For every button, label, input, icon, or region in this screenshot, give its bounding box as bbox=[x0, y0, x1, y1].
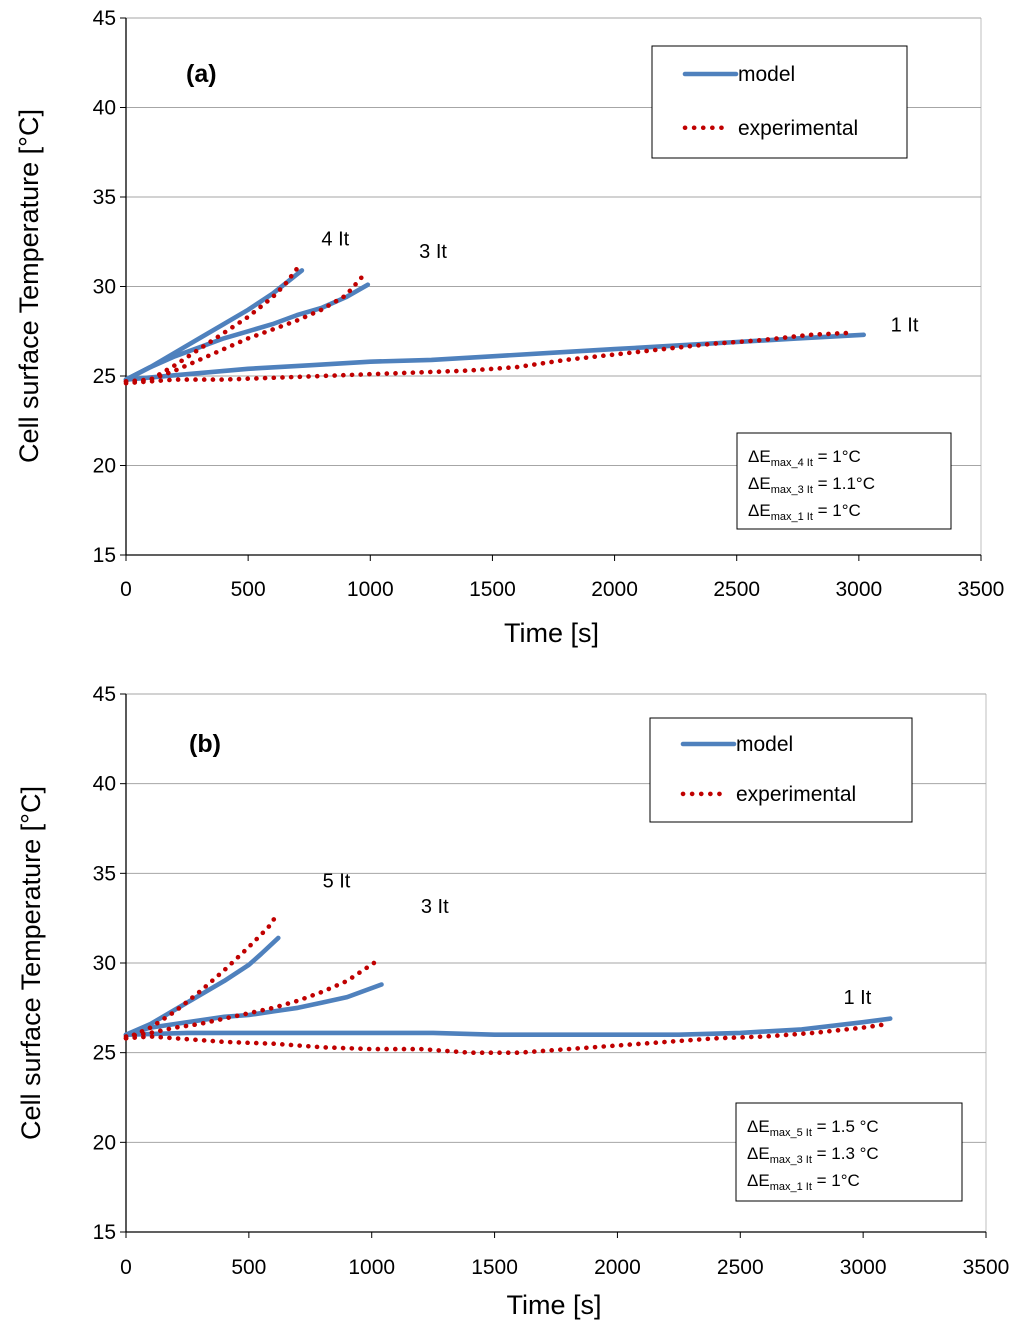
x-tick-label: 2500 bbox=[717, 1256, 764, 1279]
x-tick-label: 500 bbox=[231, 578, 266, 601]
x-tick-label: 3000 bbox=[840, 1256, 887, 1279]
error-line: ΔEmax_1 It = 1°C bbox=[748, 501, 861, 523]
panel-label: (b) bbox=[189, 730, 221, 758]
error-prefix: ΔE bbox=[748, 447, 771, 466]
series-model-1it bbox=[123, 332, 867, 382]
error-value: = 1.1°C bbox=[813, 474, 875, 493]
error-subscript: max_3 It bbox=[771, 484, 813, 496]
x-tick-label: 2000 bbox=[591, 578, 638, 601]
y-tick-label: 25 bbox=[93, 1042, 116, 1065]
curve-label: 3 It bbox=[419, 241, 447, 263]
y-axis-title: Cell surface Temperature [°C] bbox=[16, 786, 46, 1140]
error-subscript: max_1 It bbox=[770, 1181, 812, 1193]
error-box-frame bbox=[736, 432, 952, 530]
error-line: ΔEmax_3 It = 1.3 °C bbox=[747, 1144, 879, 1166]
series-model-3it bbox=[123, 982, 384, 1037]
error-value: = 1°C bbox=[813, 447, 861, 466]
x-tick-label: 3000 bbox=[835, 578, 882, 601]
x-tick-label: 2000 bbox=[594, 1256, 641, 1279]
y-axis-title: Cell surface Temperature [°C] bbox=[14, 109, 44, 463]
curve-label: 1 It bbox=[843, 987, 871, 1009]
x-tick-label: 1000 bbox=[348, 1256, 395, 1279]
error-value: = 1°C bbox=[813, 501, 861, 520]
chart-panel-a: 15 20 25 30 35 40 45 0 500 1000 1500 2000 2500 3000 35… bbox=[14, 7, 1004, 648]
y-tick-label: 25 bbox=[93, 365, 116, 388]
curve-label: 1 It bbox=[891, 314, 919, 336]
chart-panel-b: 15 20 25 30 35 40 45 0 500 1000 1500 2000 2500 3000 35… bbox=[16, 683, 1009, 1320]
x-tick-label: 500 bbox=[231, 1256, 266, 1279]
y-tick-label: 45 bbox=[93, 683, 116, 706]
x-axis-title: Time [s] bbox=[506, 1290, 601, 1320]
x-tick-label: 3500 bbox=[958, 578, 1005, 601]
y-tick-label: 45 bbox=[93, 7, 116, 30]
legend-model-label: model bbox=[736, 733, 793, 756]
panel-label: (a) bbox=[186, 60, 217, 88]
curve-label: 5 It bbox=[323, 871, 351, 893]
y-tick-label: 35 bbox=[93, 862, 116, 885]
error-line: ΔEmax_4 It = 1°C bbox=[748, 447, 861, 469]
legend: model experimental bbox=[651, 45, 908, 159]
series-experimental-3it bbox=[123, 273, 366, 384]
y-tick-label: 30 bbox=[93, 952, 116, 975]
error-line: ΔEmax_3 It = 1.1°C bbox=[748, 474, 875, 496]
x-tick-label: 0 bbox=[120, 578, 132, 601]
y-tick-label: 40 bbox=[93, 97, 116, 120]
error-value: = 1.5 °C bbox=[812, 1117, 879, 1136]
x-tick-label: 0 bbox=[120, 1256, 132, 1279]
error-prefix: ΔE bbox=[747, 1171, 770, 1190]
x-axis-title: Time [s] bbox=[504, 618, 599, 648]
series-experimental-3it bbox=[123, 958, 379, 1039]
legend-model-label: model bbox=[738, 63, 795, 86]
error-subscript: max_4 It bbox=[771, 457, 813, 469]
x-tick-label: 3500 bbox=[963, 1256, 1010, 1279]
series-model-5it bbox=[123, 935, 281, 1037]
error-subscript: max_5 It bbox=[770, 1127, 812, 1139]
error-line: ΔEmax_5 It = 1.5 °C bbox=[747, 1117, 879, 1139]
y-tick-label: 20 bbox=[93, 455, 116, 478]
error-prefix: ΔE bbox=[748, 501, 771, 520]
legend-box bbox=[649, 717, 913, 823]
legend-experimental-label: experimental bbox=[738, 117, 858, 140]
error-box-frame bbox=[735, 1102, 963, 1202]
series-model-1it bbox=[123, 1016, 893, 1037]
x-tick-label: 1000 bbox=[347, 578, 394, 601]
curve-label: 4 It bbox=[321, 228, 349, 250]
legend: model experimental bbox=[649, 717, 913, 823]
error-line: ΔEmax_1 It = 1°C bbox=[747, 1171, 860, 1193]
y-tick-label: 35 bbox=[93, 186, 116, 209]
error-value: = 1°C bbox=[812, 1171, 860, 1190]
y-tick-label: 40 bbox=[93, 773, 116, 796]
error-value: = 1.3 °C bbox=[812, 1144, 879, 1163]
error-prefix: ΔE bbox=[747, 1117, 770, 1136]
y-tick-label: 20 bbox=[93, 1131, 116, 1154]
error-prefix: ΔE bbox=[747, 1144, 770, 1163]
y-tick-label: 15 bbox=[93, 544, 116, 567]
y-tick-label: 15 bbox=[93, 1221, 116, 1244]
legend-experimental-label: experimental bbox=[736, 783, 856, 806]
curve-label: 3 It bbox=[421, 896, 449, 918]
y-tick-label: 30 bbox=[93, 276, 116, 299]
legend-box bbox=[651, 45, 908, 159]
error-subscript: max_1 It bbox=[771, 511, 813, 523]
series-experimental-5it bbox=[123, 910, 281, 1041]
series-experimental-1it bbox=[123, 1021, 891, 1055]
x-tick-label: 2500 bbox=[713, 578, 760, 601]
error-prefix: ΔE bbox=[748, 474, 771, 493]
error-subscript: max_3 It bbox=[770, 1154, 812, 1166]
x-tick-label: 1500 bbox=[469, 578, 516, 601]
x-tick-label: 1500 bbox=[471, 1256, 518, 1279]
